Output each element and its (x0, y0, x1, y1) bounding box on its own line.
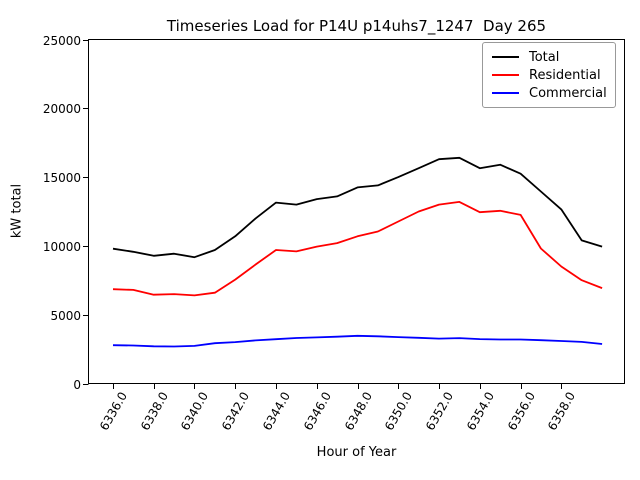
x-tick-label: 6342.0 (219, 390, 252, 433)
legend-item: Total (492, 51, 606, 64)
x-tick-label: 6348.0 (342, 390, 375, 433)
series-line-total (112, 156, 603, 259)
x-tick-label: 6358.0 (545, 390, 578, 433)
legend-item: Residential (492, 69, 606, 82)
x-tick-label: 6338.0 (138, 390, 171, 433)
y-axis-label: kW total (9, 183, 25, 239)
x-tick-label: 6346.0 (301, 390, 334, 433)
series-line-residential (112, 200, 603, 297)
x-tick-label: 6350.0 (382, 390, 415, 433)
legend-label: Residential (529, 67, 601, 83)
series-line-commercial (112, 334, 603, 348)
legend-swatch-commercial (492, 92, 519, 94)
x-tick-label: 6352.0 (423, 390, 456, 433)
x-tick-label: 6336.0 (97, 390, 130, 433)
x-tick-label: 6354.0 (464, 390, 497, 433)
y-tick-label: 5000 (50, 309, 81, 323)
legend-swatch-residential (492, 74, 519, 76)
y-tick-label: 25000 (43, 34, 81, 48)
x-tick-label: 6356.0 (505, 390, 538, 433)
chart-title: Timeseries Load for P14U p14uhs7_1247 Da… (166, 17, 547, 35)
legend-swatch-total (492, 56, 519, 58)
legend: Total Residential Commercial (482, 42, 616, 108)
y-tick-label: 0 (73, 378, 81, 392)
legend-label: Commercial (529, 85, 607, 101)
x-tick-label: 6344.0 (260, 390, 293, 433)
legend-label: Total (529, 49, 560, 65)
plot-border (88, 39, 625, 384)
legend-item: Commercial (492, 85, 607, 101)
y-tick-label: 15000 (43, 171, 81, 185)
y-tick-label: 20000 (43, 102, 81, 116)
x-tick-label: 6340.0 (178, 390, 211, 433)
y-tick-label: 10000 (43, 240, 81, 254)
x-axis-label: Hour of Year (316, 445, 397, 460)
